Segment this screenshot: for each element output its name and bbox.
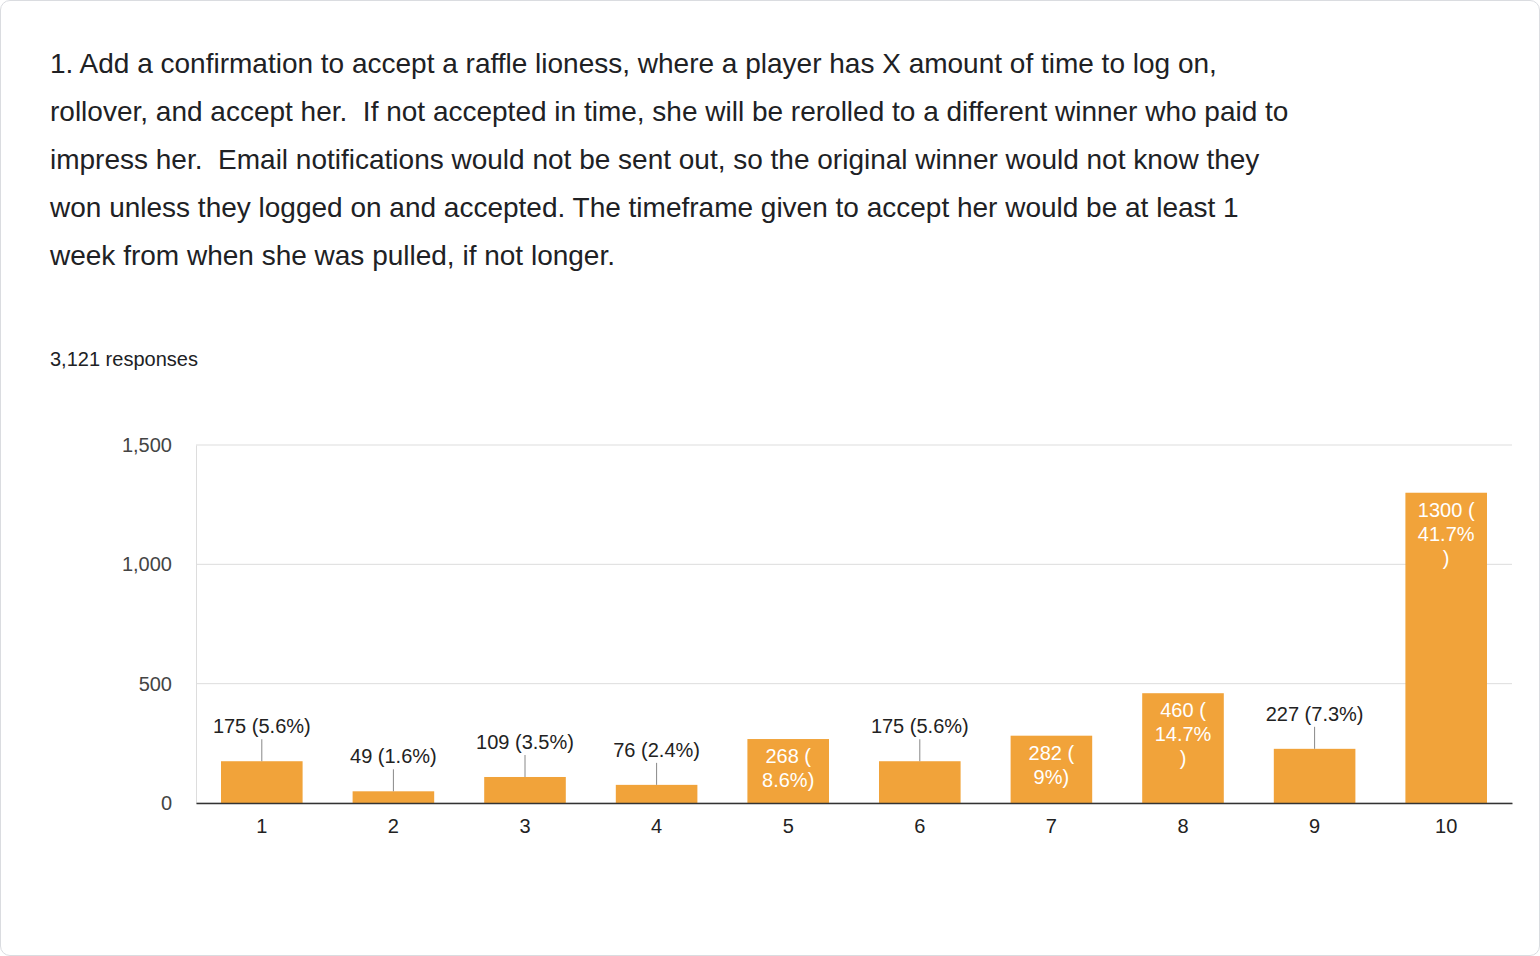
data-label-line: 41.7% bbox=[1418, 523, 1475, 545]
data-label: 460 (14.7%) bbox=[1155, 699, 1212, 769]
y-tick: 1,000 bbox=[122, 553, 196, 575]
grid bbox=[196, 445, 1512, 803]
y-tick-label: 0 bbox=[161, 792, 172, 814]
data-label-line: 14.7% bbox=[1155, 723, 1212, 745]
bar bbox=[484, 777, 566, 803]
data-label: 227 (7.3%) bbox=[1266, 703, 1364, 725]
x-tick: 7 bbox=[1046, 803, 1057, 837]
y-tick-label: 500 bbox=[139, 673, 172, 695]
data-label-line: 268 ( bbox=[765, 745, 811, 767]
data-label-line: 282 ( bbox=[1029, 742, 1075, 764]
label-leader bbox=[919, 739, 920, 761]
data-label-line: 460 ( bbox=[1160, 699, 1206, 721]
card bbox=[0, 0, 1540, 956]
x-tick: 6 bbox=[914, 803, 925, 837]
x-tick-label: 3 bbox=[519, 815, 530, 837]
data-label-line: ) bbox=[1443, 547, 1450, 569]
x-tick: 3 bbox=[519, 803, 530, 837]
bar bbox=[879, 761, 961, 803]
data-label: 282 (9%) bbox=[1029, 742, 1075, 788]
x-tick: 5 bbox=[783, 803, 794, 837]
y-axis: 0 500 1,000 1,500 bbox=[122, 434, 197, 814]
y-tick: 500 bbox=[139, 673, 196, 695]
x-tick: 10 bbox=[1435, 803, 1457, 837]
bar bbox=[616, 785, 698, 803]
x-tick-label: 8 bbox=[1177, 815, 1188, 837]
label-leader bbox=[525, 755, 526, 777]
x-tick: 4 bbox=[651, 803, 662, 837]
x-tick: 9 bbox=[1309, 803, 1320, 837]
data-label-line: 8.6%) bbox=[762, 769, 814, 791]
grid-line bbox=[196, 445, 1512, 446]
bar bbox=[1142, 693, 1224, 803]
x-axis-line bbox=[197, 803, 1513, 805]
data-label: 76 (2.4%) bbox=[613, 739, 700, 761]
y-axis-line bbox=[196, 446, 197, 804]
bar bbox=[747, 739, 829, 803]
data-label-line: 1300 ( bbox=[1418, 499, 1475, 521]
chart: 0 500 1,000 1,500 1 2 3 4 5 6 7 8 9 10 175 (5.6%) 49 (1… bbox=[0, 0, 1540, 956]
bar bbox=[1011, 736, 1093, 803]
bars bbox=[221, 493, 1487, 803]
data-label-line: 9%) bbox=[1034, 766, 1070, 788]
data-label: 175 (5.6%) bbox=[213, 715, 311, 737]
data-label: 175 (5.6%) bbox=[871, 715, 969, 737]
data-label: 109 (3.5%) bbox=[476, 731, 574, 753]
label-leader bbox=[261, 739, 262, 761]
label-leader bbox=[656, 763, 657, 785]
y-tick: 1,500 bbox=[122, 434, 196, 456]
x-tick: 8 bbox=[1177, 803, 1188, 837]
data-label: 268 (8.6%) bbox=[762, 745, 814, 791]
x-tick: 1 bbox=[256, 803, 267, 837]
x-tick-label: 4 bbox=[651, 815, 662, 837]
label-leader bbox=[393, 769, 394, 791]
x-tick-label: 5 bbox=[783, 815, 794, 837]
grid-line bbox=[196, 564, 1512, 565]
x-tick-label: 1 bbox=[256, 815, 267, 837]
grid-line bbox=[196, 683, 1512, 684]
x-axis: 1 2 3 4 5 6 7 8 9 10 bbox=[197, 803, 1513, 837]
x-tick-label: 2 bbox=[388, 815, 399, 837]
x-tick-label: 6 bbox=[914, 815, 925, 837]
bar bbox=[353, 791, 435, 803]
y-tick-label: 1,000 bbox=[122, 553, 172, 575]
label-leader bbox=[1314, 727, 1315, 749]
x-tick: 2 bbox=[388, 803, 399, 837]
bar bbox=[1405, 493, 1487, 803]
title: 1. Add a confirmation to accept a raffle… bbox=[50, 40, 1295, 280]
data-label: 1300 (41.7%) bbox=[1418, 499, 1475, 569]
x-tick-label: 7 bbox=[1046, 815, 1057, 837]
x-tick-label: 9 bbox=[1309, 815, 1320, 837]
data-label-line: ) bbox=[1180, 747, 1187, 769]
subtitle: 3,121 responses bbox=[50, 348, 198, 371]
y-tick-label: 1,500 bbox=[122, 434, 172, 456]
data-label: 49 (1.6%) bbox=[350, 745, 437, 767]
y-tick: 0 bbox=[161, 792, 196, 814]
data-labels: 175 (5.6%) 49 (1.6%) 109 (3.5%) 76 (2.4%) 26… bbox=[213, 499, 1475, 792]
bar bbox=[1274, 749, 1356, 803]
x-tick-label: 10 bbox=[1435, 815, 1457, 837]
bar bbox=[221, 761, 303, 803]
